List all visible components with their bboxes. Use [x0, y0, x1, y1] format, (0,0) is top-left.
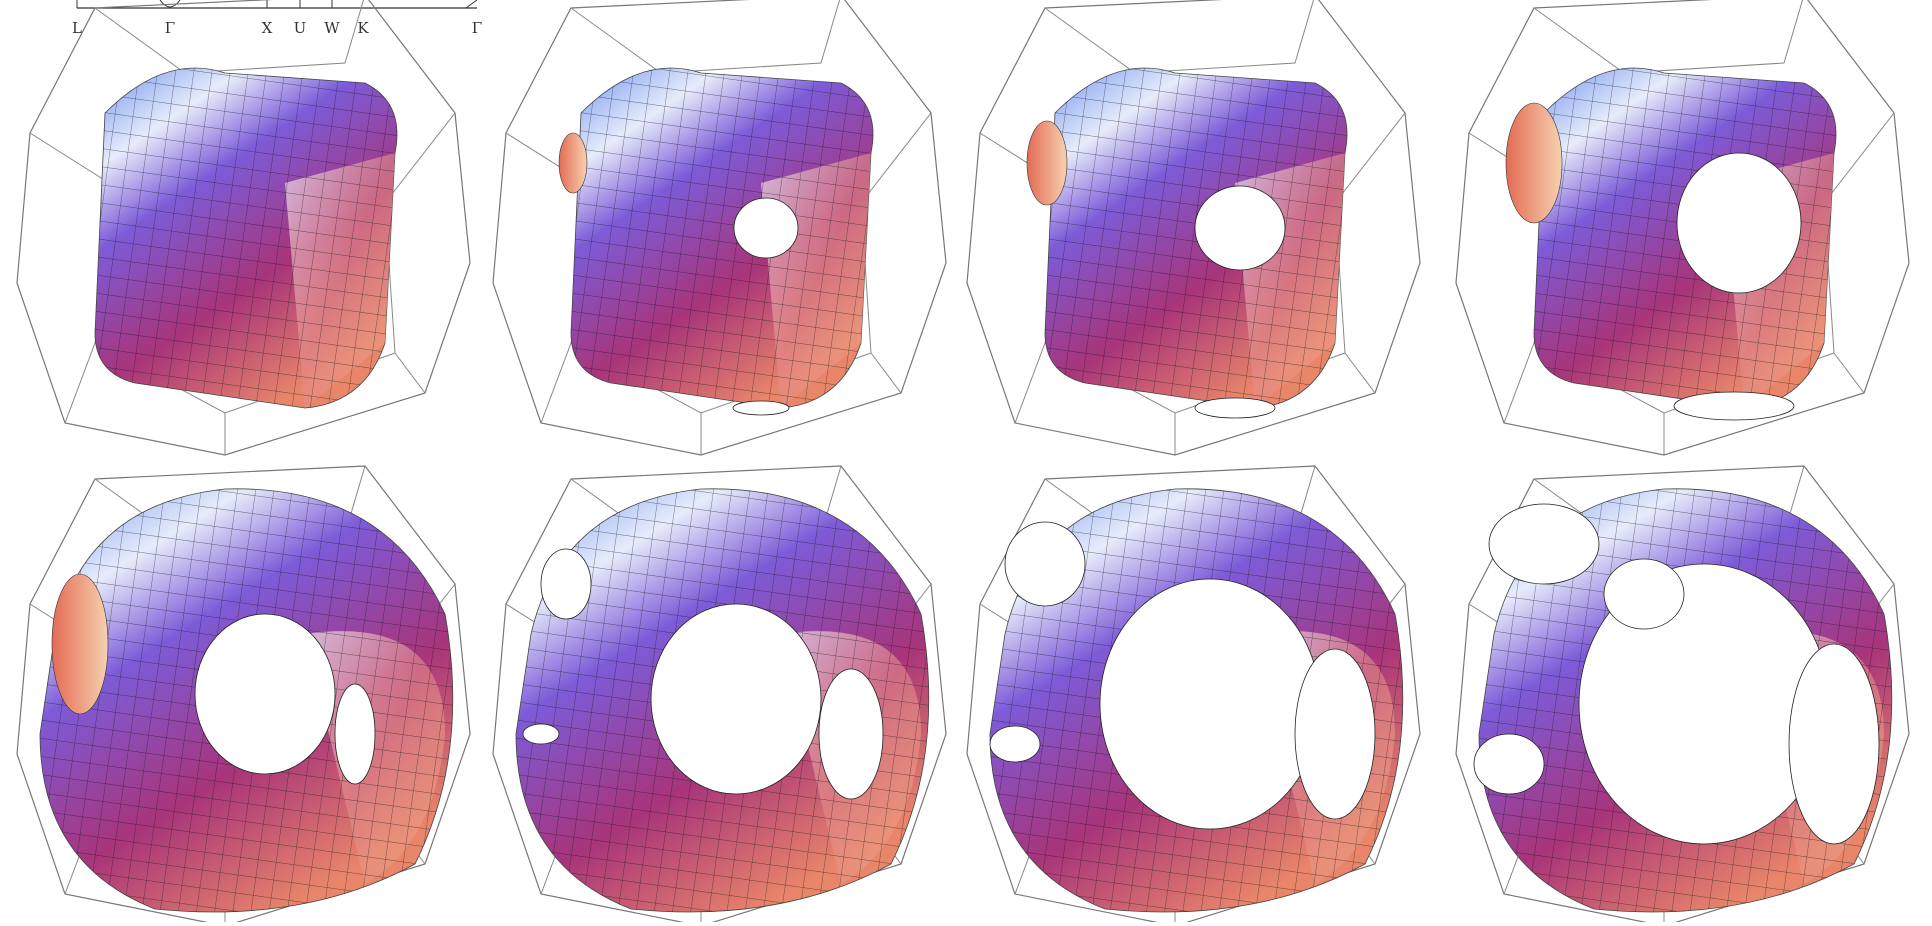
fermi-surface: [1456, 466, 1909, 922]
k-point-label: X: [262, 19, 273, 37]
fermi-surface: [493, 0, 946, 455]
k-point-label: Γ: [165, 19, 175, 37]
fermi-surface: [17, 466, 470, 922]
fermi-surface: [967, 466, 1420, 922]
k-point-label: W: [324, 19, 340, 37]
page: L Γ X UWK Γ: [0, 0, 1932, 922]
fermi-surface: [1456, 0, 1909, 455]
k-path-line: [466, 0, 477, 8]
fermi-surface: [17, 0, 470, 455]
fermi-surface: [967, 0, 1420, 455]
k-point-label: K: [357, 19, 369, 37]
k-point-label: L: [72, 19, 82, 37]
fermi-surface: [493, 466, 946, 922]
k-point-label: U: [294, 19, 307, 37]
k-point-label: Γ: [472, 19, 482, 37]
figure: L Γ X UWK Γ: [0, 0, 1932, 922]
